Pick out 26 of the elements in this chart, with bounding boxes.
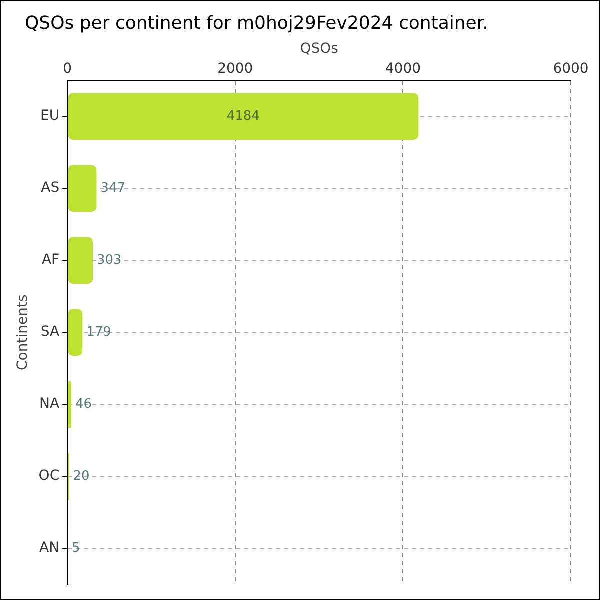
data-label: 179: [86, 324, 112, 340]
data-label: 20: [73, 468, 90, 484]
y-tick-label: AF: [42, 252, 60, 268]
data-label: 5: [72, 540, 80, 556]
y-tick-label: NA: [40, 396, 60, 412]
x-tick-label: 2000: [218, 60, 254, 77]
bar: [68, 309, 83, 356]
x-tick-label: 4000: [385, 60, 422, 77]
bar: [68, 237, 94, 284]
bar: [68, 93, 419, 140]
chart-title: QSOs per continent for m0hoj29Fev2024 container.: [25, 13, 488, 34]
data-label: 347: [100, 180, 126, 196]
x-tick-label: 0: [63, 60, 72, 77]
data-label: 46: [75, 396, 92, 412]
data-label: 303: [97, 252, 122, 268]
bar: [68, 381, 72, 428]
y-tick-label: AS: [41, 180, 60, 196]
y-tick-label: SA: [40, 324, 60, 340]
y-tick-label: OC: [38, 468, 60, 484]
y-tick-label: AN: [40, 540, 60, 556]
bar: [68, 165, 97, 212]
data-label: 4184: [226, 108, 260, 124]
x-tick-label: 6000: [553, 60, 589, 77]
y-tick-label: EU: [40, 108, 60, 124]
y-axis-title: Continents: [15, 294, 32, 370]
x-axis-title: QSOs: [300, 41, 338, 58]
